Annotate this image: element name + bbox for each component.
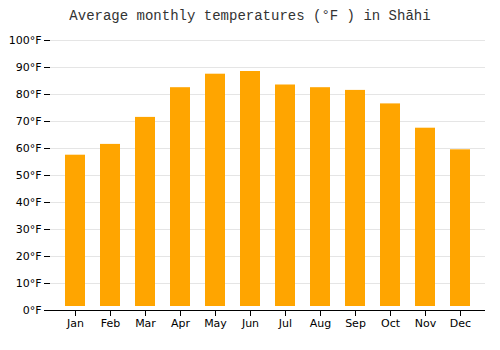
html-text:Average monthly temperatures (: Average monthly temperatures (°F ) in Sh… xyxy=(69,8,431,24)
svg-text:Nov: Nov xyxy=(415,317,437,330)
svg-text:Sep: Sep xyxy=(345,317,366,330)
svg-text:Jul: Jul xyxy=(278,317,292,330)
svg-text:Dec: Dec xyxy=(450,317,471,330)
svg-text:Mar: Mar xyxy=(135,317,156,330)
svg-text:Aug: Aug xyxy=(310,317,331,330)
svg-text:20°F: 20°F xyxy=(16,250,42,263)
svg-text:100°F: 100°F xyxy=(9,34,42,47)
svg-text:Apr: Apr xyxy=(171,317,191,330)
svg-text:May: May xyxy=(204,317,227,330)
svg-text:0°F: 0°F xyxy=(23,304,42,317)
svg-text:70°F: 70°F xyxy=(16,115,42,128)
svg-text:50°F: 50°F xyxy=(16,169,42,182)
svg-text:Jun: Jun xyxy=(241,317,259,330)
svg-text:40°F: 40°F xyxy=(16,196,42,209)
svg-text:Jan: Jan xyxy=(66,317,84,330)
svg-text:10°F: 10°F xyxy=(16,277,42,290)
svg-text:90°F: 90°F xyxy=(16,61,42,74)
svg-text:60°F: 60°F xyxy=(16,142,42,155)
svg-text:80°F: 80°F xyxy=(16,88,42,101)
svg-text:Oct: Oct xyxy=(381,317,401,330)
svg-text:Feb: Feb xyxy=(101,317,120,330)
svg-text:30°F: 30°F xyxy=(16,223,42,236)
